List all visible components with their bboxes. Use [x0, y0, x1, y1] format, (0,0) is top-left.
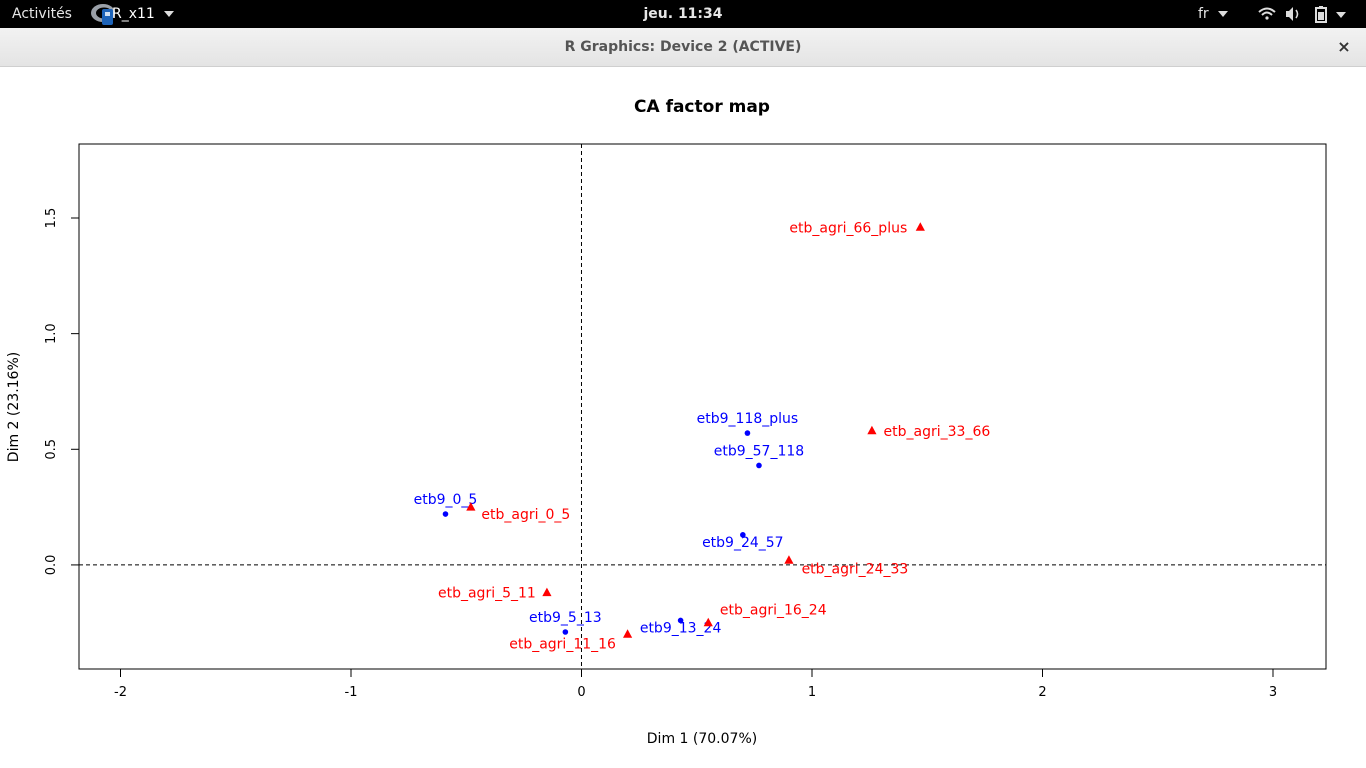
- chevron-down-icon: [164, 11, 174, 17]
- r-logo-icon: [91, 4, 115, 25]
- chart-marks: etb9_0_5etb9_5_13etb9_13_24etb9_24_57etb…: [414, 220, 991, 652]
- app-menu-label: R_x11: [112, 6, 155, 22]
- x-tick-label: 2: [1038, 685, 1046, 700]
- chevron-down-icon: [1336, 12, 1346, 18]
- point-label: etb_agri_11_16: [509, 636, 616, 652]
- point-label: etb9_57_118: [714, 443, 804, 459]
- x-tick-label: 1: [808, 685, 816, 700]
- column-point: [784, 555, 794, 564]
- ca-factor-map-chart: CA factor map Dim 1 (70.07%) Dim 2 (23.1…: [6, 97, 1327, 747]
- column-point: [622, 629, 633, 638]
- point-label: etb9_13_24: [640, 620, 722, 636]
- plot-frame: [78, 143, 1327, 670]
- point-label: etb9_5_13: [529, 610, 602, 626]
- row-point: [744, 430, 751, 436]
- point-label: etb_agri_16_24: [720, 603, 827, 619]
- y-axis-label: Dim 2 (23.16%): [6, 352, 22, 462]
- x-tick-label: 3: [1269, 685, 1277, 700]
- point-label: etb_agri_5_11: [438, 586, 536, 602]
- volume-icon: [1286, 7, 1299, 21]
- x-tick-label: -1: [345, 685, 358, 700]
- column-point: [703, 617, 713, 627]
- row-point: [442, 511, 449, 517]
- y-axis-ticks: 0.0 0.5 1.0 1.5: [44, 208, 79, 576]
- point-label: etb_agri_24_33: [802, 561, 909, 577]
- chevron-down-icon: [1218, 11, 1228, 17]
- point-label: etb9_24_57: [702, 535, 784, 551]
- x-axis-label: Dim 1 (70.07%): [647, 731, 757, 747]
- point-label: etb_agri_66_plus: [789, 220, 907, 236]
- x-tick-label: -2: [114, 685, 127, 700]
- column-point: [915, 222, 925, 231]
- reference-lines: [79, 144, 1326, 669]
- language-indicator[interactable]: fr: [1198, 6, 1209, 22]
- point-label: etb_agri_0_5: [481, 507, 570, 523]
- chart-title: CA factor map: [634, 97, 770, 117]
- row-point: [677, 617, 684, 624]
- x-axis-ticks: -2 -1 0 1 2 3: [114, 669, 1277, 700]
- row-point: [740, 532, 746, 538]
- battery-icon: [1315, 6, 1327, 23]
- y-tick-label: 1.5: [44, 208, 59, 229]
- system-tray[interactable]: [1256, 4, 1352, 24]
- column-point: [542, 587, 552, 597]
- row-point: [562, 629, 569, 635]
- column-point: [867, 425, 877, 435]
- clock[interactable]: jeu. 11:34: [643, 6, 723, 22]
- y-tick-label: 0.0: [44, 555, 59, 576]
- top-panel: Activités R_x11 jeu. 11:34 fr: [0, 0, 1366, 28]
- point-label: etb9_118_plus: [697, 411, 799, 427]
- x-tick-label: 0: [577, 685, 585, 700]
- window-titlebar[interactable]: R Graphics: Device 2 (ACTIVE) ×: [0, 28, 1366, 67]
- row-point: [756, 462, 762, 469]
- column-point: [466, 502, 476, 511]
- point-label: etb9_0_5: [414, 492, 478, 508]
- y-tick-label: 1.0: [44, 323, 59, 344]
- window-title: R Graphics: Device 2 (ACTIVE): [564, 39, 802, 55]
- close-button[interactable]: ×: [1337, 37, 1351, 56]
- y-tick-label: 0.5: [44, 439, 59, 460]
- wifi-icon: [1258, 7, 1276, 20]
- point-label: etb_agri_33_66: [884, 424, 991, 440]
- plot-area: CA factor map Dim 1 (70.07%) Dim 2 (23.1…: [0, 67, 1366, 768]
- activities-button[interactable]: Activités: [12, 6, 72, 22]
